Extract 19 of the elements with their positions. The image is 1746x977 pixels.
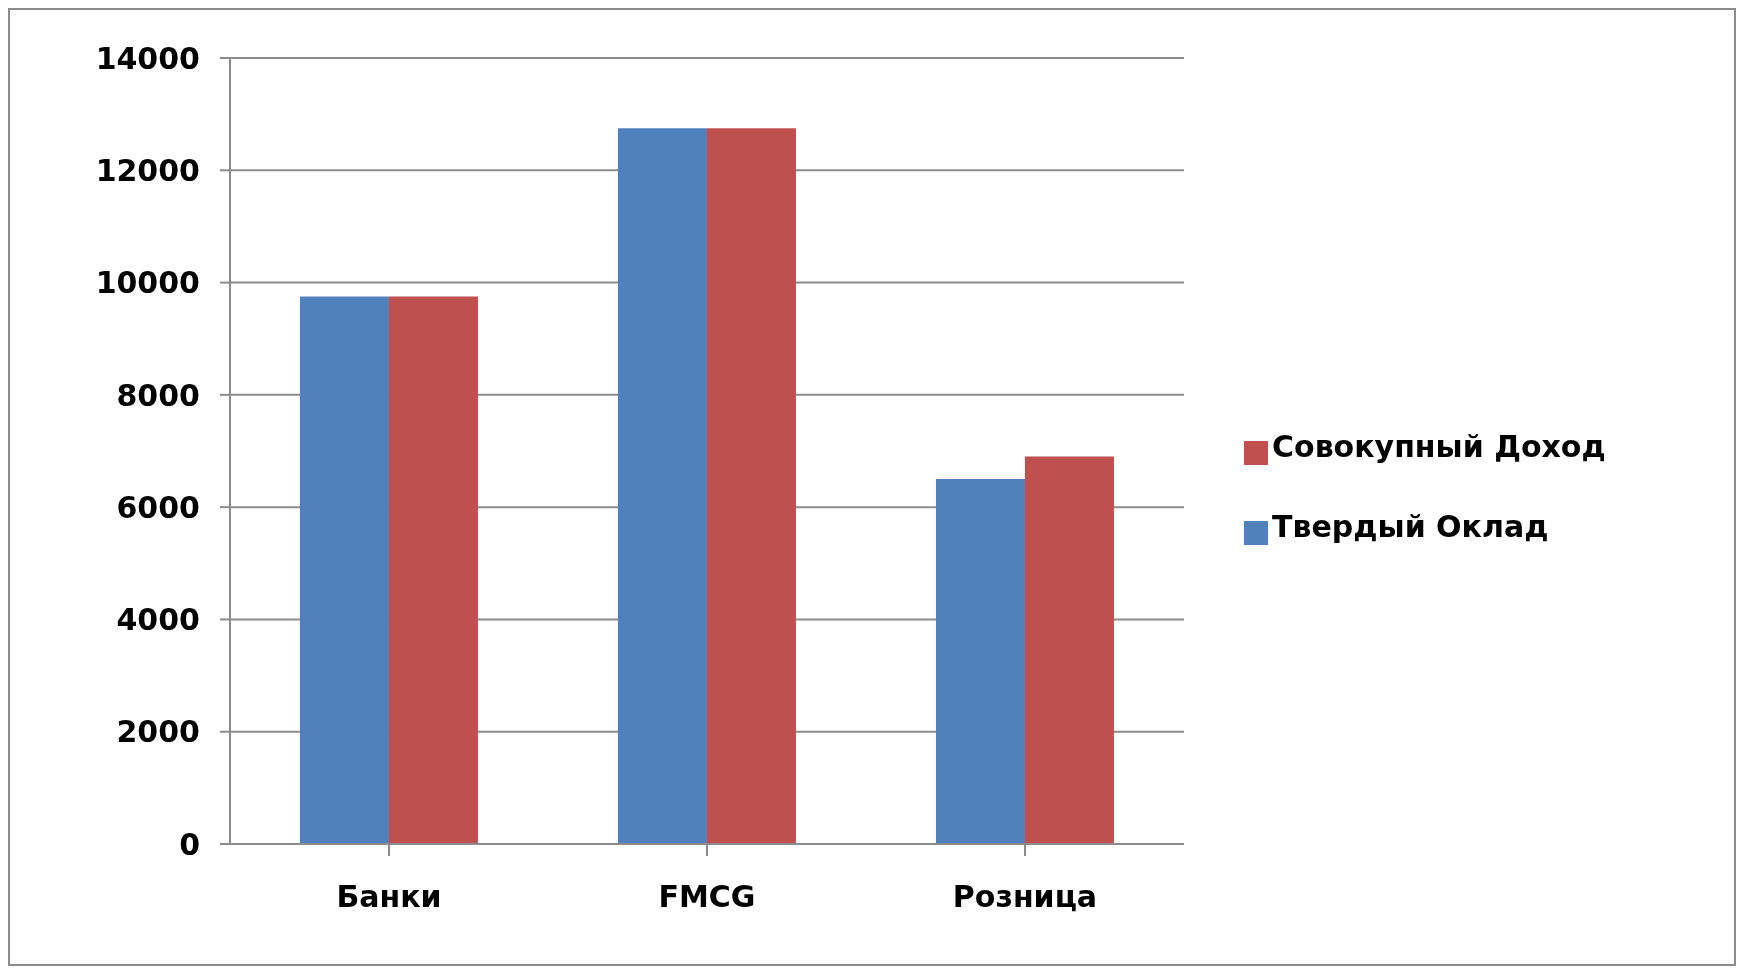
y-tick-label: 10000 bbox=[95, 265, 200, 301]
bar bbox=[935, 479, 1025, 844]
x-tick-label: FMCG bbox=[658, 879, 756, 915]
y-tick-label: 4000 bbox=[116, 602, 200, 638]
y-tick-label: 2000 bbox=[116, 714, 200, 750]
y-tick-label: 8000 bbox=[116, 377, 200, 413]
legend-label: Совокупный Доход bbox=[1272, 429, 1606, 464]
y-tick-label: 6000 bbox=[116, 489, 200, 525]
bar bbox=[388, 296, 478, 844]
x-tick-label: Банки bbox=[336, 879, 442, 915]
bar bbox=[706, 128, 796, 844]
bar bbox=[1024, 456, 1114, 844]
bar bbox=[617, 128, 707, 844]
legend-label: Твердый Оклад bbox=[1272, 509, 1549, 544]
x-tick-label: Розница bbox=[952, 879, 1098, 915]
bar bbox=[299, 296, 389, 844]
y-tick-label: 12000 bbox=[95, 152, 200, 188]
y-tick-label: 0 bbox=[179, 826, 200, 862]
y-tick-label: 14000 bbox=[95, 40, 200, 76]
